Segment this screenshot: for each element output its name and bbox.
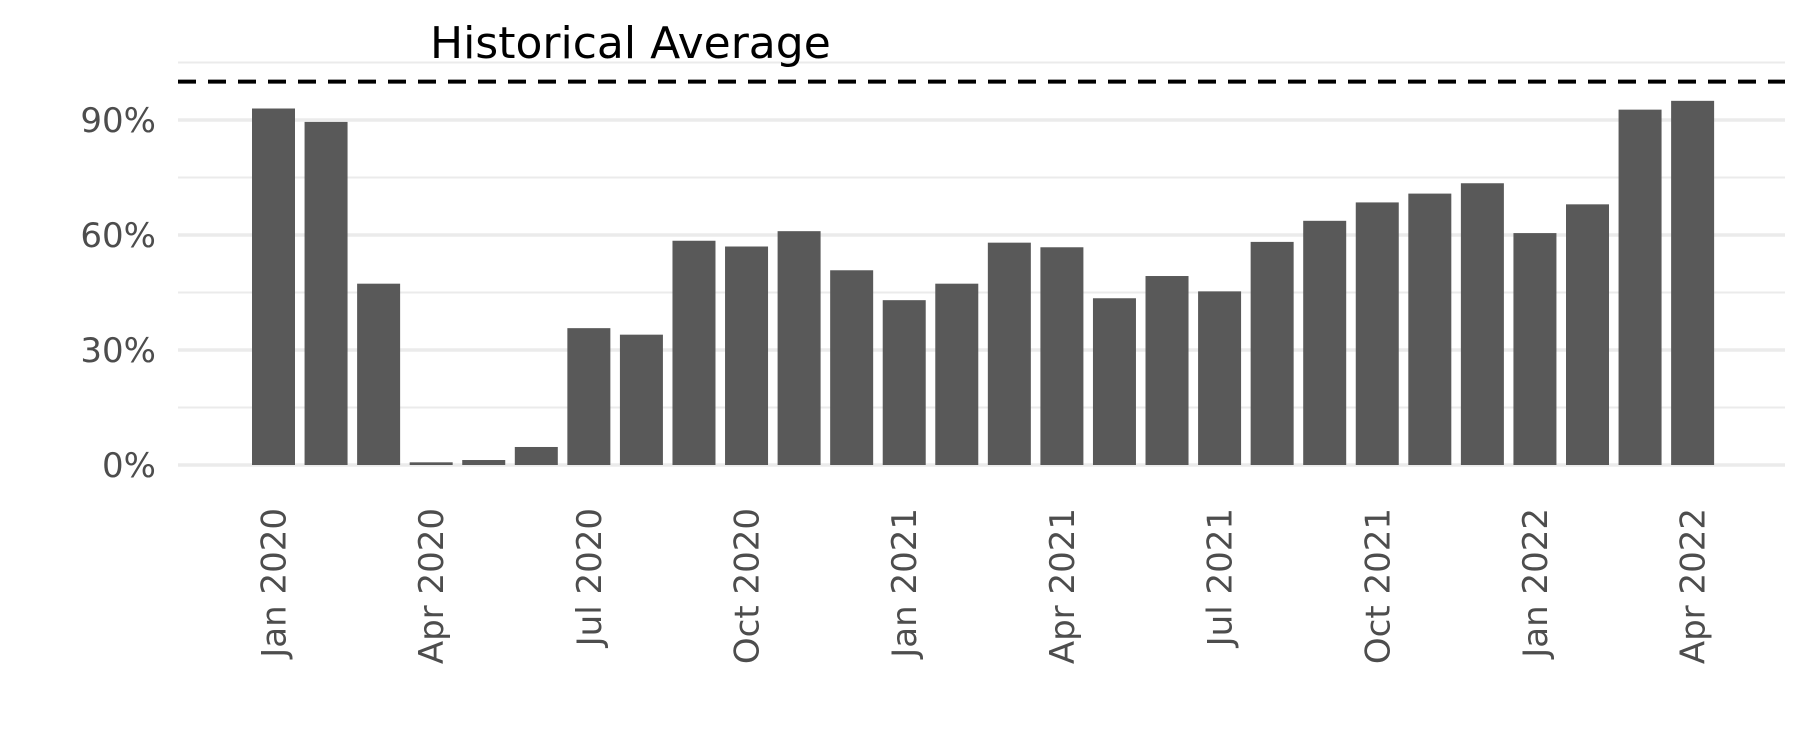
bar-dec-2021 (1460, 183, 1504, 465)
x-tick-label: Oct 2021 (1358, 508, 1398, 664)
bar-feb-2022 (1566, 204, 1609, 466)
bar-oct-2020 (725, 246, 769, 465)
bar-jan-2021 (882, 300, 926, 465)
bar-aug-2021 (1250, 241, 1294, 465)
x-tick-label: Apr 2022 (1674, 508, 1714, 664)
y-tick-label: 30% (80, 331, 156, 371)
bar-feb-2021 (935, 283, 979, 465)
x-tick-label: Jan 2020 (255, 508, 295, 660)
bar-oct-2021 (1355, 202, 1399, 465)
bar-sep-2020 (672, 240, 716, 465)
x-tick-label: Apr 2021 (1043, 508, 1083, 664)
bar-apr-2020 (409, 462, 453, 465)
bar-apr-2022 (1671, 100, 1715, 465)
bar-sep-2021 (1303, 220, 1347, 465)
bar-jul-2021 (1198, 291, 1242, 465)
y-axis-tick-labels: 0% 30% 60% 90% (80, 101, 156, 486)
historical-average-label: Historical Average (430, 18, 831, 69)
x-axis-tick-labels: Jan 2020 Apr 2020 Jul 2020 Oct 2020 Jan 2021… (255, 508, 1714, 664)
y-tick-label: 60% (80, 216, 156, 256)
bars (252, 100, 1715, 466)
bar-mar-2020 (357, 283, 401, 465)
x-tick-label: Jan 2021 (885, 508, 925, 660)
bar-aug-2020 (619, 334, 663, 465)
bar-may-2020 (462, 460, 506, 465)
bar-jun-2021 (1145, 276, 1189, 465)
bar-jan-2020 (252, 108, 295, 465)
bar-jul-2020 (567, 328, 611, 465)
bar-feb-2020 (304, 121, 348, 466)
x-tick-label: Jan 2022 (1516, 508, 1556, 660)
x-tick-label: Jul 2021 (1201, 508, 1241, 648)
y-tick-label: 0% (102, 446, 156, 486)
bar-mar-2021 (987, 242, 1031, 465)
x-tick-label: Jul 2020 (570, 508, 610, 648)
bar-dec-2020 (830, 270, 874, 465)
historical-average-line-group: Historical Average (178, 18, 1785, 84)
bar-may-2021 (1092, 298, 1136, 465)
y-tick-label: 90% (80, 101, 156, 141)
bar-jan-2022 (1513, 233, 1557, 465)
bar-mar-2022 (1618, 109, 1662, 466)
bar-nov-2020 (777, 231, 821, 465)
bar-jun-2020 (514, 446, 558, 465)
x-tick-label: Oct 2020 (728, 508, 768, 664)
bar-nov-2021 (1408, 193, 1452, 465)
bar-apr-2021 (1040, 247, 1084, 465)
grid-lines (178, 61, 1785, 467)
x-tick-label: Apr 2020 (412, 508, 452, 664)
